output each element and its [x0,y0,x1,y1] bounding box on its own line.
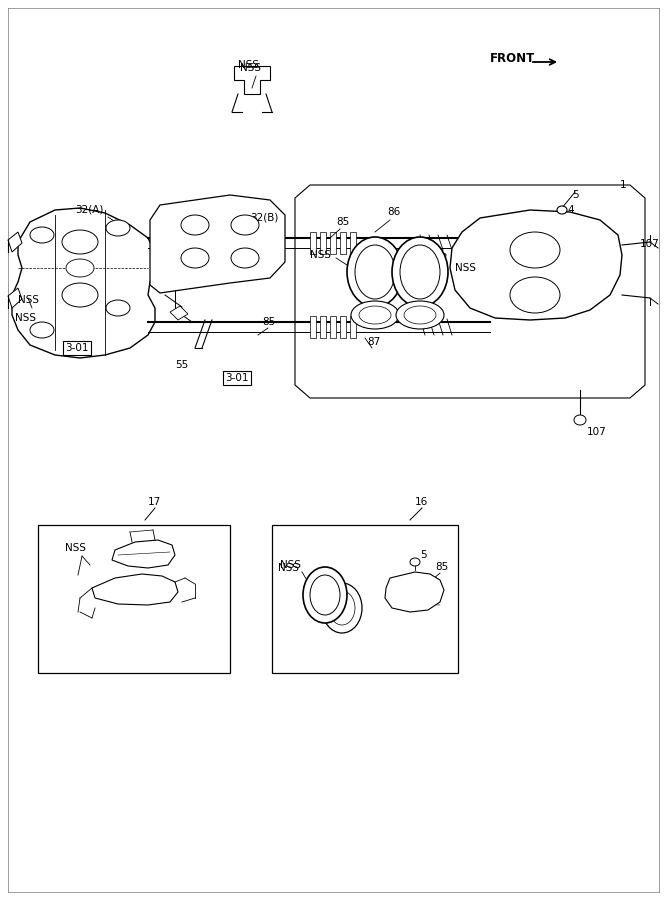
Text: NSS: NSS [280,560,301,570]
Text: 32(B): 32(B) [250,213,278,223]
Ellipse shape [310,575,340,615]
Polygon shape [340,316,346,338]
Ellipse shape [303,567,347,623]
Text: 85: 85 [262,317,275,327]
Text: 3-01: 3-01 [225,373,249,383]
Ellipse shape [410,558,420,566]
Ellipse shape [30,322,54,338]
Polygon shape [330,232,336,254]
Text: NSS: NSS [15,313,36,323]
Polygon shape [8,288,22,308]
Text: 3-01: 3-01 [65,343,89,353]
Ellipse shape [181,215,209,235]
Ellipse shape [106,220,130,236]
Polygon shape [170,306,188,320]
Polygon shape [310,232,316,254]
Ellipse shape [392,237,448,307]
Ellipse shape [231,215,259,235]
Ellipse shape [574,415,586,425]
Ellipse shape [322,583,362,633]
Polygon shape [8,232,22,252]
Text: 85: 85 [435,562,448,572]
Ellipse shape [510,232,560,268]
Text: 16: 16 [415,497,428,507]
Polygon shape [112,540,175,568]
Text: FRONT: FRONT [490,51,535,65]
Ellipse shape [510,277,560,313]
Polygon shape [320,232,326,254]
Text: NSS: NSS [18,295,39,305]
Ellipse shape [347,237,403,307]
Polygon shape [340,232,346,254]
Ellipse shape [359,306,391,324]
Ellipse shape [231,248,259,268]
Ellipse shape [404,306,436,324]
Text: 32(A): 32(A) [75,205,103,215]
Text: 17: 17 [148,497,161,507]
Polygon shape [92,574,178,605]
Text: 107: 107 [587,427,607,437]
Ellipse shape [181,248,209,268]
Polygon shape [450,210,622,320]
Text: 86: 86 [387,207,400,217]
Polygon shape [150,195,285,293]
Ellipse shape [62,283,98,307]
Bar [38,525,230,673]
Text: 5: 5 [572,190,579,200]
Polygon shape [310,316,316,338]
Text: 87: 87 [367,337,380,347]
Text: 2: 2 [440,253,447,263]
Polygon shape [320,316,326,338]
Text: NSS: NSS [240,63,261,73]
Ellipse shape [355,245,395,299]
Ellipse shape [106,300,130,316]
Text: 107: 107 [640,239,660,249]
Polygon shape [330,316,336,338]
Text: NSS: NSS [65,543,86,553]
Text: 4: 4 [567,205,574,215]
Text: 5: 5 [420,550,427,560]
Ellipse shape [66,259,94,277]
Ellipse shape [396,301,444,329]
Polygon shape [12,208,155,358]
Ellipse shape [62,230,98,254]
Ellipse shape [400,245,440,299]
Text: 1: 1 [620,180,626,190]
Polygon shape [385,572,444,612]
Ellipse shape [351,301,399,329]
Text: NSS: NSS [455,263,476,273]
Bar [272,525,458,673]
Text: NSS: NSS [310,250,331,260]
Ellipse shape [557,206,567,214]
Text: NSS: NSS [238,60,259,70]
Ellipse shape [30,227,54,243]
Polygon shape [234,66,270,94]
Text: 85: 85 [336,217,350,227]
Polygon shape [350,232,356,254]
Text: 55: 55 [175,360,188,370]
Ellipse shape [329,591,355,625]
Polygon shape [350,316,356,338]
Text: NSS: NSS [278,563,299,573]
